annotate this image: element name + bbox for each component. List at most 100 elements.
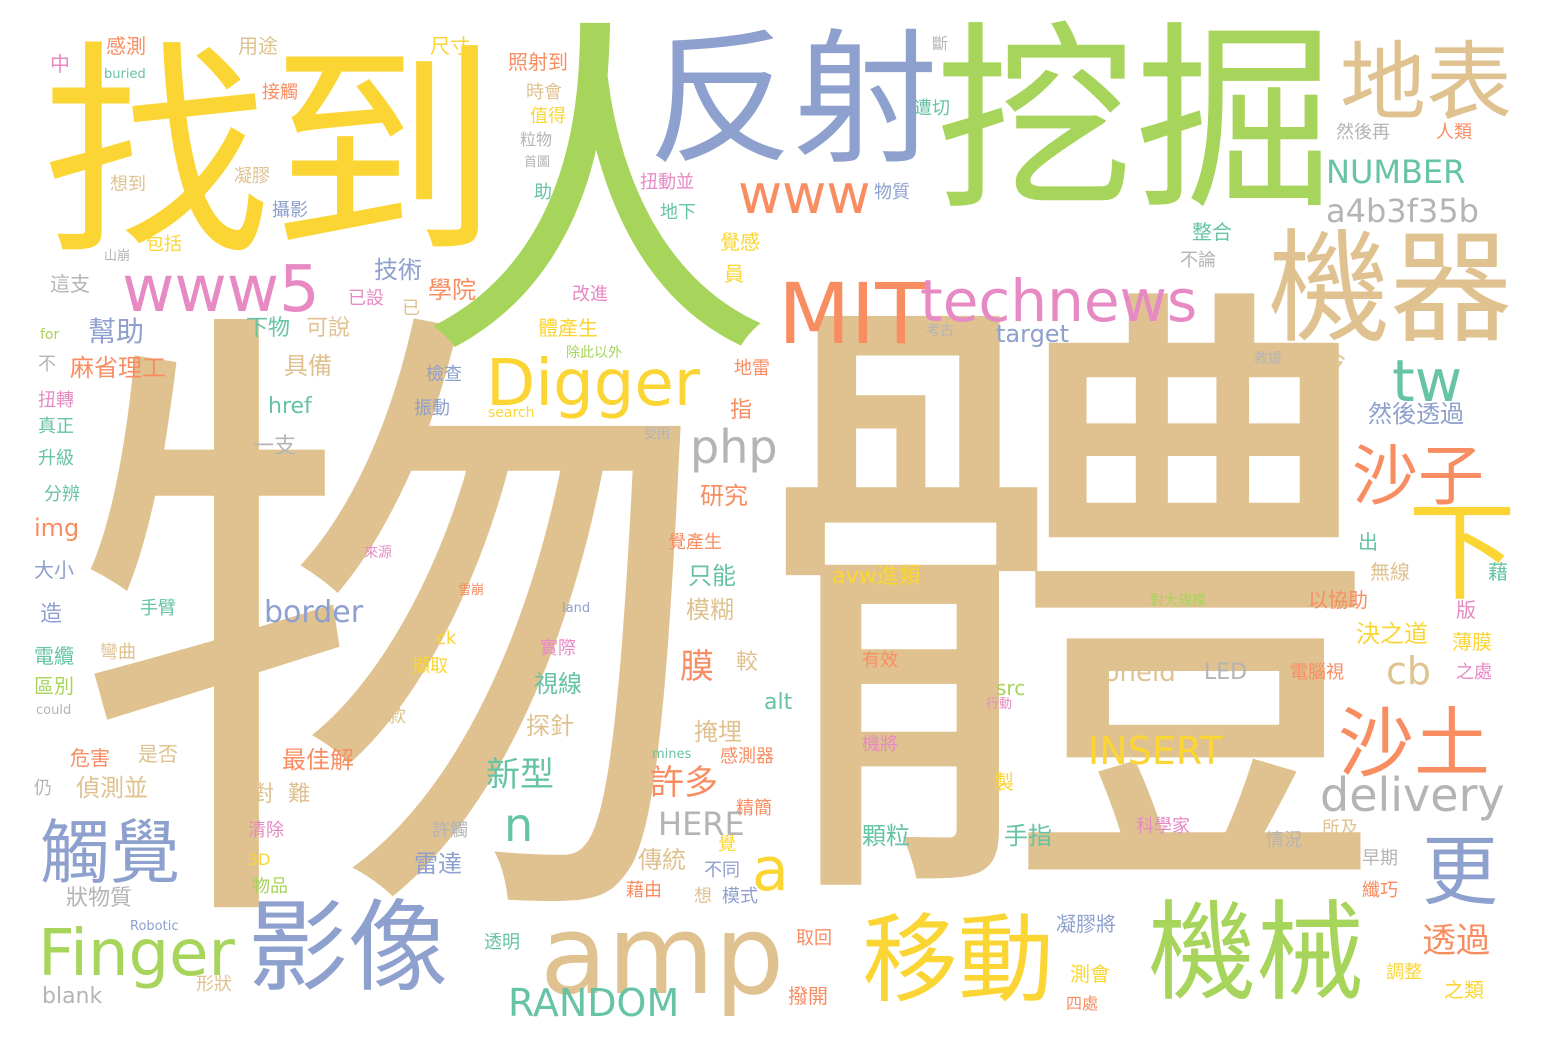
word-zhendong: 振動 (414, 398, 450, 419)
word-search: search (488, 405, 535, 421)
word-youxiao: 有效 (862, 650, 898, 671)
word-wuzhi: 物質 (874, 182, 910, 203)
word-xiawuti: 下物體 (848, 398, 902, 419)
word-for: for (40, 327, 60, 343)
word-digger: Digger (486, 347, 700, 421)
word-zhezhi: 這支 (50, 272, 90, 296)
word-zoneid: zoneid (1090, 658, 1176, 688)
word-shuju: 數據 (1054, 348, 1099, 373)
word-amp: amp (540, 891, 785, 1019)
word-jie: 藉 (1488, 560, 1508, 584)
word-chicun: 尺寸 (430, 34, 470, 58)
word-mohu: 模糊 (686, 596, 734, 624)
word-suoji: 所及 (1322, 818, 1358, 839)
word-jiao: 較 (736, 650, 759, 675)
word-butong: 不同 (704, 860, 740, 881)
word-touming: 透明 (484, 932, 520, 953)
word-dianlan: 電纜 (34, 644, 74, 668)
word-shoutu: 首圖 (524, 155, 551, 170)
word-src: src (996, 676, 1026, 700)
word-php: php (690, 420, 778, 474)
word-href: href (268, 394, 312, 419)
word-shatu: 沙土 (1338, 699, 1490, 788)
word-zhilei: 之類 (1444, 978, 1484, 1002)
word-gaijin: 改進 (572, 284, 608, 305)
word-zao: 造 (40, 602, 63, 627)
word-shengji: 升級 (38, 448, 74, 469)
word-zhaodao: 找到 (42, 21, 498, 287)
word-jubei: 具備 (284, 352, 332, 380)
word-mines: mines (652, 747, 692, 762)
word-zhaoshedao: 照射到 (508, 50, 568, 74)
word-dixia: 地下 (660, 202, 696, 223)
word-juechansheng: 覺產生 (668, 532, 722, 553)
word-zaoqie: 遭切 (914, 98, 950, 119)
word-wanqu: 彎曲 (100, 642, 136, 663)
word-zhide: 值得 (530, 106, 566, 127)
word-ningjiao: 凝膠 (234, 166, 270, 187)
word-xueyuan: 學院 (428, 276, 476, 304)
word-xingzhuang: 形狀 (196, 974, 232, 995)
word-xiangdao: 想到 (110, 174, 146, 195)
word-number: NUMBER (1326, 153, 1466, 191)
word-delivery: delivery (1320, 768, 1505, 822)
word-zhong: 中 (50, 52, 70, 76)
word-mo: 膜 (680, 647, 714, 687)
word-zhenzheng: 真正 (38, 416, 74, 437)
word-bu: 不 (38, 354, 56, 375)
word-dilei: 地雷 (734, 358, 770, 379)
word-jingjian: 精簡 (736, 798, 772, 819)
word-buried: buried (104, 67, 146, 82)
word-yuan: 員 (724, 262, 744, 286)
word-zhenghe: 整合 (1192, 220, 1232, 244)
word-bangzhu: 幫助 (88, 315, 145, 348)
word-xiang: 想 (694, 886, 712, 907)
word-n: n (504, 798, 534, 852)
word-zhekuan: 這款 (370, 706, 406, 727)
word-sichu: 四處 (1066, 994, 1099, 1013)
word-baokuo: 包括 (146, 234, 182, 255)
word-jixie: 機械 (1148, 891, 1365, 1016)
word-qubie: 區別 (34, 674, 74, 698)
word-here: HERE (658, 805, 745, 843)
word-wu: 物 (72, 262, 712, 1007)
word-niudongb: 扭動並 (640, 172, 694, 193)
word-finger: Finger (38, 917, 235, 991)
word-xianqiao: 纖巧 (1362, 880, 1398, 901)
word-touguo: 透過 (1422, 921, 1490, 961)
word-moshi: 模式 (722, 886, 758, 907)
word-bulun: 不論 (1180, 250, 1216, 271)
word-3d: 3D (248, 850, 271, 869)
word-wajue: 挖掘 (935, 5, 1336, 238)
word-zhi2: 製 (994, 770, 1014, 794)
word-www: www (738, 163, 871, 226)
word-shanbeng: 山崩 (104, 249, 131, 264)
word-shihui: 時會 (526, 82, 562, 103)
word-daxiao: 大小 (34, 558, 74, 582)
word-robotic: Robotic (130, 919, 179, 934)
word-yishe: 已設 (348, 288, 384, 309)
word-quhui: 取回 (796, 928, 832, 949)
word-shoukun: 受困 (644, 427, 671, 442)
word-target: target (996, 320, 1069, 348)
word-xinxing: 新型 (486, 755, 554, 795)
word-yanjiu: 研究 (700, 482, 748, 510)
word-shouzhi: 手指 (1004, 822, 1052, 850)
word-img: img (34, 514, 80, 542)
word-xingdong: 行動 (986, 697, 1013, 712)
word-bomo: 薄膜 (1452, 630, 1492, 654)
word-chuciyiwai: 除此以外 (566, 345, 622, 361)
word-leida: 雷達 (414, 850, 462, 878)
word-duan: 斷 (932, 34, 949, 53)
word-tiaozheng: 調整 (1386, 962, 1422, 983)
word-avw: avw進類 (832, 564, 921, 589)
word-shifou: 是否 (138, 742, 178, 766)
word-zhineng: 只能 (688, 562, 736, 590)
word-tichansheng: 體產生 (538, 316, 598, 340)
word-renlei: 人類 (1436, 122, 1472, 143)
word-geng: 更 (1422, 827, 1498, 916)
word-mit: MIT (778, 265, 927, 363)
word-could: could (36, 703, 72, 718)
word-zhenceb: 偵測並 (76, 774, 148, 802)
word-insert: INSERT (1088, 729, 1223, 773)
